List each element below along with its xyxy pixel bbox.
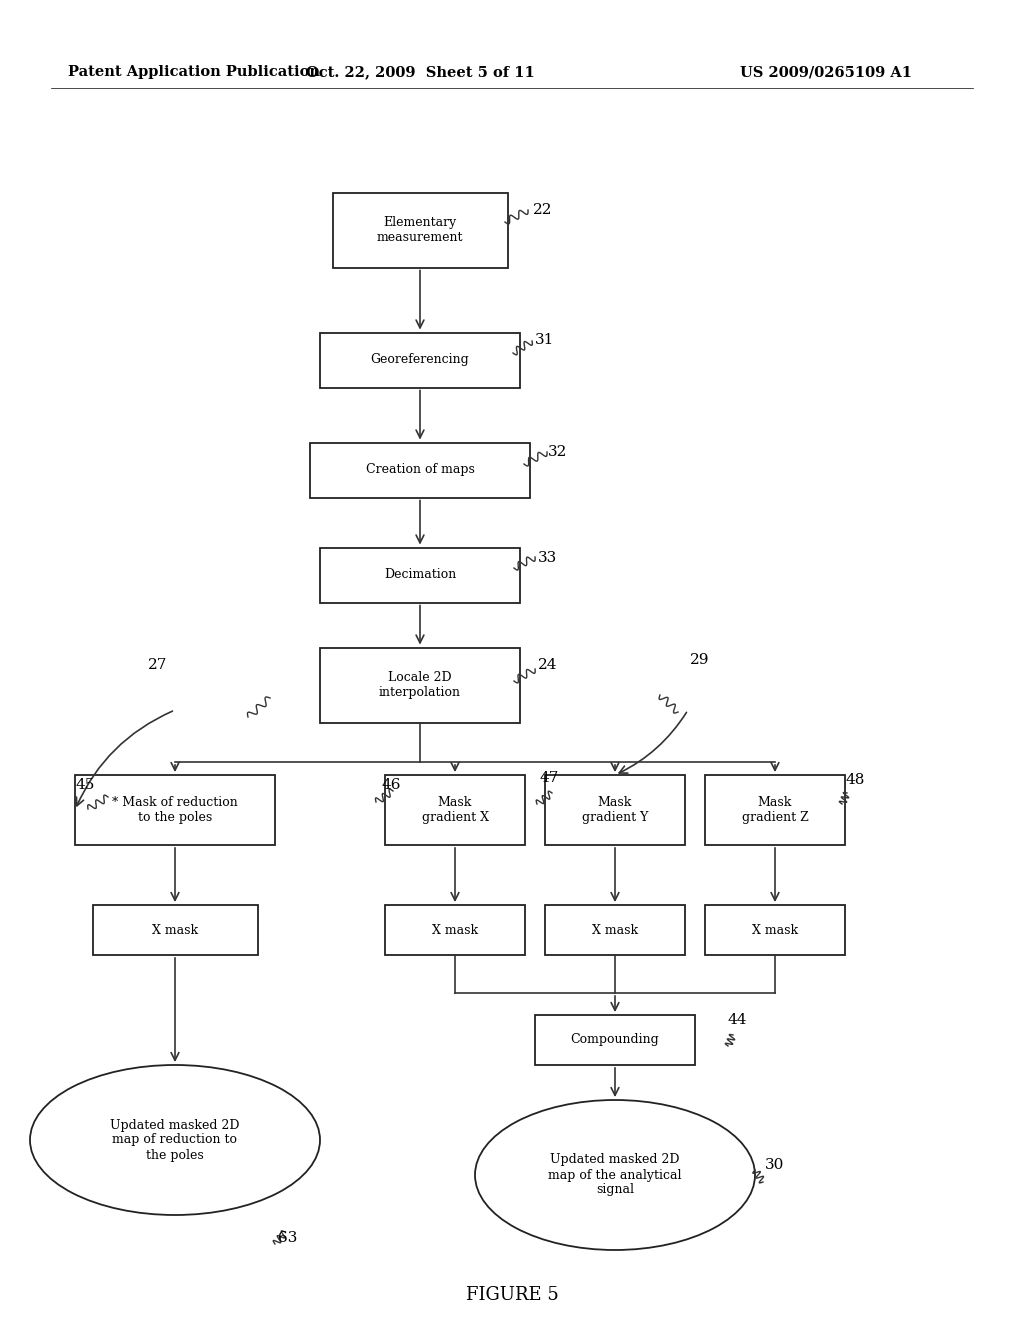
Text: 33: 33: [538, 550, 557, 565]
Text: US 2009/0265109 A1: US 2009/0265109 A1: [740, 65, 912, 79]
Text: X mask: X mask: [592, 924, 638, 936]
Bar: [310, 442, 530, 498]
Text: FIGURE 5: FIGURE 5: [466, 1286, 558, 1304]
Text: Patent Application Publication: Patent Application Publication: [68, 65, 319, 79]
Text: X mask: X mask: [432, 924, 478, 936]
Ellipse shape: [475, 1100, 755, 1250]
Text: 29: 29: [690, 653, 710, 667]
Text: 46: 46: [382, 777, 401, 792]
Bar: [385, 775, 525, 845]
Bar: [535, 1015, 695, 1065]
Bar: [92, 906, 257, 954]
Text: Locale 2D
interpolation: Locale 2D interpolation: [379, 671, 461, 700]
Text: X mask: X mask: [152, 924, 198, 936]
Text: 44: 44: [728, 1012, 748, 1027]
Bar: [319, 648, 520, 722]
Text: 63: 63: [278, 1232, 297, 1245]
Text: Georeferencing: Georeferencing: [371, 354, 469, 367]
Text: 48: 48: [845, 774, 864, 787]
Text: Updated masked 2D
map of the analytical
signal: Updated masked 2D map of the analytical …: [548, 1154, 682, 1196]
Bar: [319, 333, 520, 388]
Text: Elementary
measurement: Elementary measurement: [377, 216, 463, 244]
Bar: [319, 548, 520, 602]
Text: 30: 30: [765, 1158, 784, 1172]
Text: Decimation: Decimation: [384, 569, 456, 582]
Text: Mask
gradient Z: Mask gradient Z: [741, 796, 808, 824]
Text: 45: 45: [75, 777, 94, 792]
Text: 31: 31: [535, 333, 554, 347]
Text: 32: 32: [548, 445, 567, 459]
Text: Updated masked 2D
map of reduction to
the poles: Updated masked 2D map of reduction to th…: [111, 1118, 240, 1162]
Bar: [705, 775, 845, 845]
Bar: [545, 775, 685, 845]
Text: * Mask of reduction
to the poles: * Mask of reduction to the poles: [112, 796, 238, 824]
Text: X mask: X mask: [752, 924, 798, 936]
Text: 22: 22: [534, 203, 553, 216]
Text: Mask
gradient Y: Mask gradient Y: [582, 796, 648, 824]
Bar: [333, 193, 508, 268]
Text: 47: 47: [540, 771, 559, 785]
Text: Oct. 22, 2009  Sheet 5 of 11: Oct. 22, 2009 Sheet 5 of 11: [305, 65, 535, 79]
Text: 27: 27: [148, 657, 167, 672]
Bar: [75, 775, 275, 845]
Text: Creation of maps: Creation of maps: [366, 463, 474, 477]
Bar: [545, 906, 685, 954]
Bar: [705, 906, 845, 954]
Ellipse shape: [30, 1065, 319, 1214]
Bar: [385, 906, 525, 954]
Text: 24: 24: [538, 657, 557, 672]
Text: Compounding: Compounding: [570, 1034, 659, 1047]
Text: Mask
gradient X: Mask gradient X: [422, 796, 488, 824]
